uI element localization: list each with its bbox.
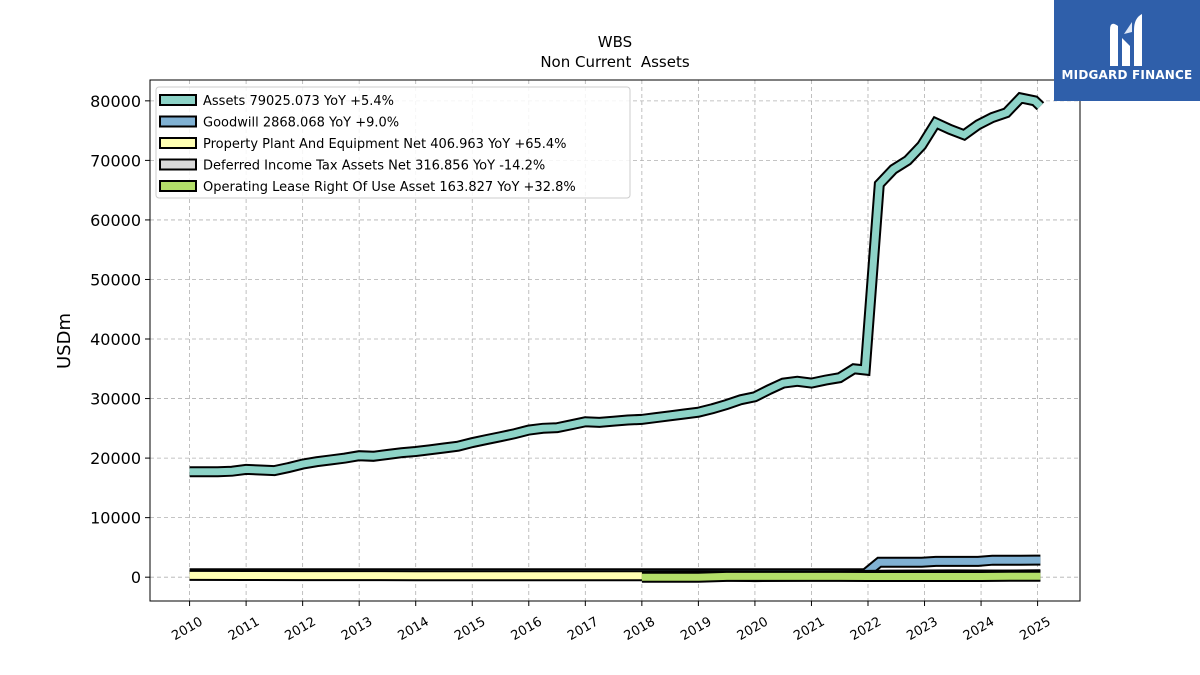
y-tick-label: 40000 xyxy=(90,330,141,349)
plot-frame xyxy=(149,79,1081,602)
x-tick-label: 2016 xyxy=(509,614,545,644)
x-tick-label: 2012 xyxy=(282,614,318,644)
legend-swatch xyxy=(159,158,197,171)
legend-entry-label: Deferred Income Tax Assets Net 316.856 Y… xyxy=(203,159,545,174)
x-axis-ticks: 2010 2011 2012 2013 2014 2015 2016 2017 2018 2019… xyxy=(169,601,1054,644)
y-tick-label: 50000 xyxy=(90,270,141,289)
x-tick-label: 2025 xyxy=(1017,614,1053,644)
series-lines xyxy=(189,91,1045,583)
x-tick-label: 2021 xyxy=(791,614,827,644)
y-tick-label: 70000 xyxy=(90,151,141,170)
legend-box xyxy=(155,86,631,199)
y-tick-label: 0 xyxy=(131,568,141,587)
x-tick-label: 2014 xyxy=(396,614,432,644)
x-tick-label: 2020 xyxy=(735,614,771,644)
legend: Assets 79025.073 YoY +5.4% Goodwill 2868.… xyxy=(155,86,631,199)
x-tick-label: 2010 xyxy=(169,614,205,644)
legend-swatch xyxy=(159,137,197,149)
midgard-logo-icon xyxy=(1110,14,1142,66)
y-tick-label: 20000 xyxy=(90,449,141,468)
brand-logo: MIDGARD FINANCE xyxy=(1054,0,1200,101)
chart-subtitle: Non Current Assets xyxy=(540,53,690,71)
x-tick-label: 2013 xyxy=(339,614,375,644)
legend-swatch xyxy=(159,180,197,192)
y-axis-label: USDm xyxy=(54,313,75,369)
chart-title: WBS xyxy=(598,33,632,51)
x-tick-label: 2023 xyxy=(904,614,940,644)
x-tick-label: 2011 xyxy=(226,614,262,644)
y-tick-label: 60000 xyxy=(90,211,141,230)
y-tick-label: 80000 xyxy=(90,92,141,111)
x-tick-label: 2022 xyxy=(848,614,884,644)
legend-entry-label: Assets 79025.073 YoY +5.4% xyxy=(203,94,394,109)
x-tick-label: 2019 xyxy=(678,614,714,644)
legend-entry-label: Operating Lease Right Of Use Asset 163.8… xyxy=(203,180,576,195)
legend-entry-label: Property Plant And Equipment Net 406.963… xyxy=(203,137,567,152)
legend-swatch xyxy=(159,115,197,128)
brand-name: MIDGARD FINANCE xyxy=(1061,68,1193,82)
series-line-assets xyxy=(189,94,1043,476)
x-tick-label: 2018 xyxy=(622,614,658,644)
y-tick-label: 10000 xyxy=(90,509,141,528)
y-tick-label: 30000 xyxy=(90,390,141,409)
series-line-operating-lease-right-of-use-asset xyxy=(641,572,1041,581)
x-tick-label: 2024 xyxy=(961,614,997,644)
x-tick-label: 2017 xyxy=(565,614,601,644)
x-tick-label: 2015 xyxy=(452,614,488,644)
legend-entry-label: Goodwill 2868.068 YoY +9.0% xyxy=(203,116,399,131)
legend-swatch xyxy=(159,94,197,106)
y-axis-ticks: 0 10000 20000 30000 40000 50000 60000 70000 8000… xyxy=(90,92,150,587)
